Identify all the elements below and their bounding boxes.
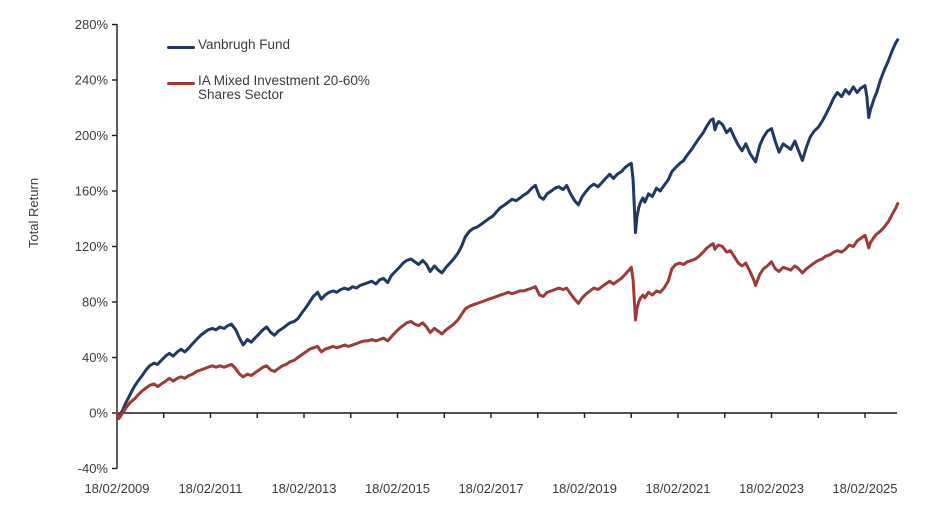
legend-label-vanbrugh-fund: Vanbrugh Fund [198,37,291,52]
y-tick-label: 160% [75,184,109,199]
x-tick-label: 18/02/2017 [458,481,523,496]
y-tick-label: -40% [78,461,109,476]
x-tick-label: 18/02/2015 [365,481,430,496]
series-lines [115,38,900,421]
y-tick-label: 80% [82,295,108,310]
x-tick-label: 18/02/2011 [178,481,242,496]
x-tick-label: 18/02/2021 [645,481,710,496]
x-tick-label: 18/02/2019 [552,481,617,496]
y-axis-ticks [112,23,117,470]
y-tick-label: 200% [75,128,109,143]
legend-label-ia-mixed-sector: IA Mixed Investment 20-60% Shares Sector [198,72,370,103]
ia-mixed-sector-line-swatch [167,81,195,85]
x-tick-label: 18/02/2023 [739,481,804,496]
y-tick-label: 0% [89,406,108,421]
y-tick-label: 120% [75,239,109,254]
x-tick-label: 18/02/2009 [84,481,149,496]
y-tick-label: 40% [82,350,108,365]
y-tick-label: 280% [75,17,109,32]
legend: Vanbrugh Fund IA Mixed Investment 20-60%… [167,37,403,103]
x-axis-ticks [116,413,866,418]
legend-item-ia-mixed-sector: IA Mixed Investment 20-60% Shares Sector [167,72,403,103]
y-axis-title: Total Return [26,178,41,248]
x-axis-labels: 18/02/2009 18/02/2011 18/02/2013 18/02/2015… [84,481,897,496]
legend-item-vanbrugh-fund: Vanbrugh Fund [167,37,403,53]
vanbrugh-fund-line [115,38,900,419]
x-tick-label: 18/02/2025 [832,481,897,496]
vanbrugh-fund-line-swatch [167,46,195,49]
ia-mixed-sector-line [115,202,900,421]
y-axis-labels: 280% 240% 200% 160% 120% 80% 40% 0% -40% [75,17,109,476]
y-tick-label: 240% [75,73,109,88]
x-tick-label: 18/02/2013 [271,481,336,496]
